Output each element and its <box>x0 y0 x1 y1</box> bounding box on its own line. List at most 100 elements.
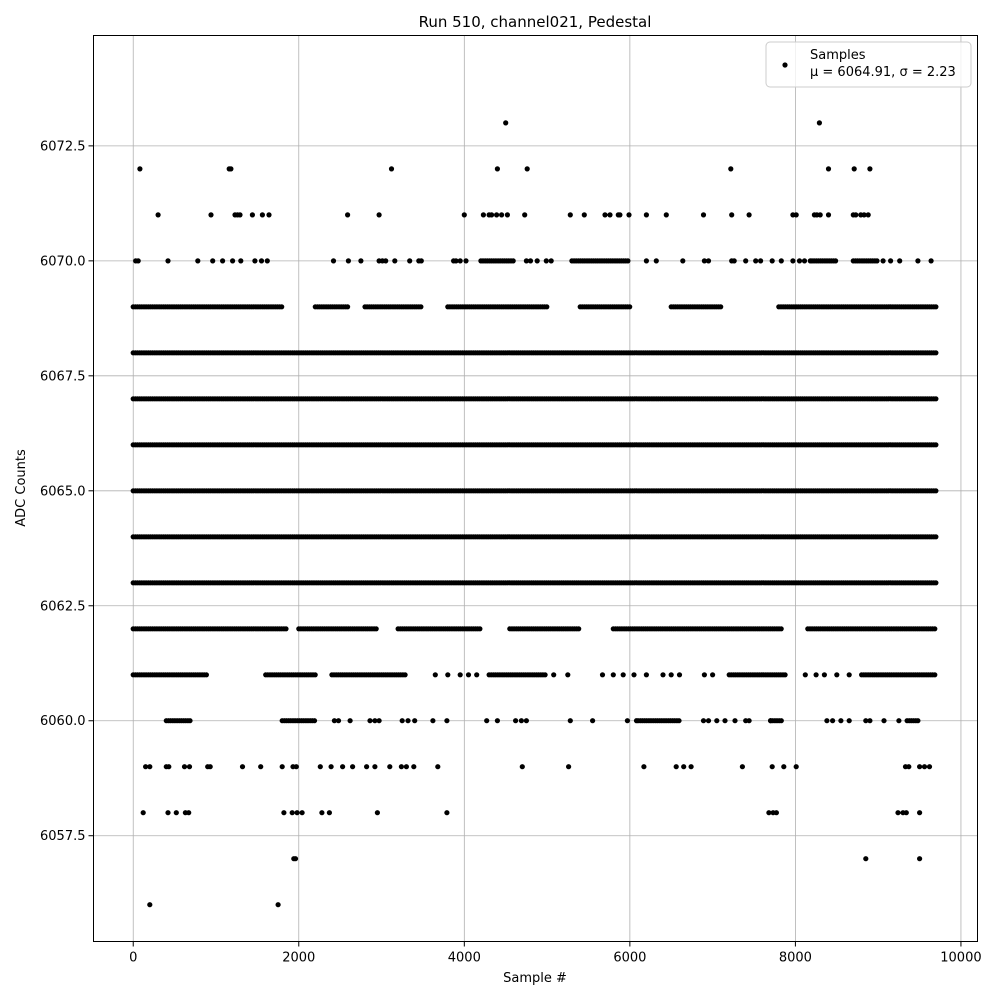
data-point <box>289 810 295 816</box>
data-point <box>625 258 631 264</box>
data-point <box>681 764 687 770</box>
data-point <box>676 672 683 678</box>
y-axis-label: ADC Counts <box>14 449 29 527</box>
data-point <box>376 212 382 218</box>
data-point <box>567 718 573 724</box>
data-point <box>551 672 557 678</box>
data-point <box>350 764 356 770</box>
data-point <box>778 626 784 632</box>
data-point <box>880 258 886 264</box>
legend-series-name: Samples <box>810 48 866 63</box>
data-point <box>143 764 149 770</box>
data-point <box>147 902 153 908</box>
data-point <box>718 304 724 310</box>
data-point <box>494 718 500 724</box>
data-point <box>249 212 255 218</box>
legend-stats: μ = 6064.91, σ = 2.23 <box>810 65 956 80</box>
data-point <box>897 258 903 264</box>
data-point <box>781 764 787 770</box>
data-point <box>376 718 382 724</box>
data-point <box>237 212 243 218</box>
data-point <box>793 764 799 770</box>
data-point <box>403 764 409 770</box>
data-point <box>548 258 554 264</box>
data-point <box>372 764 378 770</box>
data-point <box>917 764 923 770</box>
data-point <box>896 718 902 724</box>
data-point <box>790 258 796 264</box>
data-point <box>208 212 214 218</box>
data-point <box>435 764 441 770</box>
data-point <box>834 672 840 678</box>
data-point <box>275 902 281 908</box>
data-point <box>932 626 938 632</box>
data-point <box>825 166 832 172</box>
data-point <box>317 764 323 770</box>
data-point <box>626 212 632 218</box>
data-point <box>824 718 830 724</box>
data-point <box>567 212 573 218</box>
data-point <box>933 350 939 356</box>
data-point <box>392 258 398 264</box>
data-point <box>807 258 813 264</box>
data-point <box>358 258 364 264</box>
data-point <box>239 764 246 770</box>
data-point <box>917 810 923 816</box>
data-point <box>477 626 483 632</box>
data-point <box>676 718 682 724</box>
data-point <box>266 212 272 218</box>
data-point <box>364 764 370 770</box>
data-point <box>402 672 408 678</box>
data-point <box>155 212 161 218</box>
data-point <box>624 718 631 724</box>
data-point <box>863 718 869 724</box>
data-point <box>825 212 832 218</box>
data-point <box>700 718 707 724</box>
data-point <box>660 672 666 678</box>
data-point <box>534 258 540 264</box>
data-point <box>518 718 525 724</box>
data-point <box>620 672 626 678</box>
data-point <box>627 304 633 310</box>
data-point <box>643 672 650 678</box>
data-point <box>474 672 480 678</box>
data-point <box>933 442 939 448</box>
data-point <box>484 718 490 724</box>
data-point <box>398 764 404 770</box>
data-point <box>210 258 216 264</box>
data-point <box>838 718 844 724</box>
data-point <box>147 764 153 770</box>
data-point <box>207 764 213 770</box>
data-point <box>489 212 495 218</box>
chart-title: Run 510, channel021, Pedestal <box>419 13 652 31</box>
data-point <box>181 764 188 770</box>
data-point <box>523 258 530 264</box>
data-point <box>299 810 305 816</box>
data-point <box>522 212 528 218</box>
data-point <box>714 718 720 724</box>
data-point <box>281 810 287 816</box>
data-point <box>543 258 549 264</box>
data-point <box>643 212 650 218</box>
data-point <box>345 212 351 218</box>
data-point <box>137 166 143 172</box>
data-point <box>374 810 380 816</box>
data-point <box>463 258 469 264</box>
data-point <box>932 672 938 678</box>
data-point <box>758 258 764 264</box>
data-point <box>813 672 819 678</box>
data-point <box>330 258 337 264</box>
data-point <box>453 258 459 264</box>
y-tick-label: 6072.5 <box>40 139 86 154</box>
data-point <box>895 810 901 816</box>
data-point <box>917 856 923 862</box>
data-point <box>135 258 141 264</box>
data-point <box>412 718 418 724</box>
data-point <box>731 258 737 264</box>
y-tick-label: 6070.0 <box>40 254 86 269</box>
data-point <box>867 166 873 172</box>
data-point <box>874 258 880 264</box>
data-point <box>861 212 867 218</box>
data-point <box>444 718 450 724</box>
